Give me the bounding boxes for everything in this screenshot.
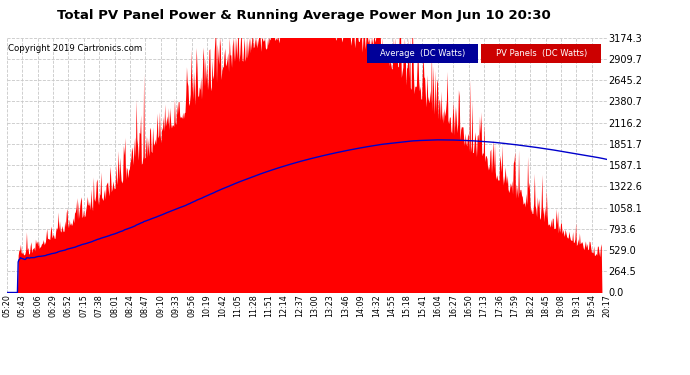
Text: Copyright 2019 Cartronics.com: Copyright 2019 Cartronics.com [8,44,142,53]
FancyBboxPatch shape [481,44,601,63]
Text: Total PV Panel Power & Running Average Power Mon Jun 10 20:30: Total PV Panel Power & Running Average P… [57,9,551,22]
Text: Average  (DC Watts): Average (DC Watts) [380,49,465,58]
Text: PV Panels  (DC Watts): PV Panels (DC Watts) [495,49,586,58]
FancyBboxPatch shape [367,44,478,63]
